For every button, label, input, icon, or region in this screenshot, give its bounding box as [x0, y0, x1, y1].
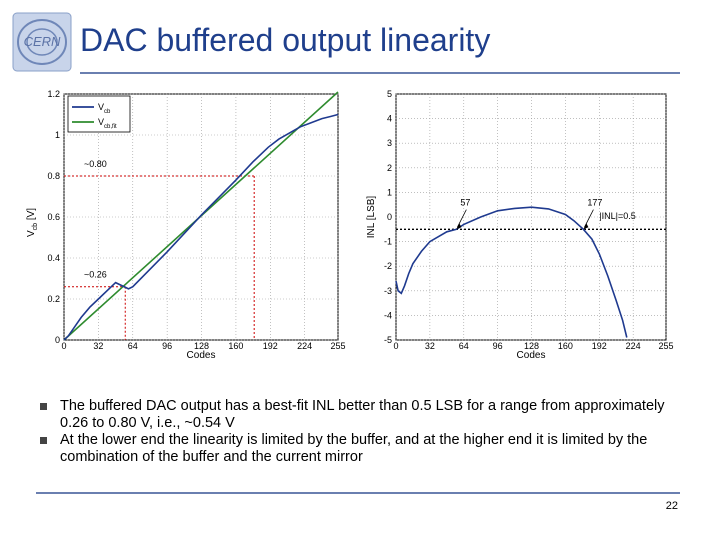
y-tick-label: -5 [384, 335, 392, 345]
y-tick-label: 0.4 [47, 253, 60, 263]
x-tick-label: 224 [297, 341, 312, 351]
annotation-label: 177 [587, 198, 602, 208]
x-tick-label: 64 [459, 341, 469, 351]
bullet-item: The buffered DAC output has a best-fit I… [40, 398, 680, 432]
annotation-label: 57 [460, 198, 470, 208]
x-tick-label: 32 [425, 341, 435, 351]
y-tick-label: 0.8 [47, 171, 60, 181]
legend-box [67, 95, 131, 133]
x-axis-label: Codes [517, 350, 546, 361]
x-tick-label: 64 [128, 341, 138, 351]
x-tick-label: 160 [228, 341, 243, 351]
x-tick-label: 255 [330, 341, 345, 351]
y-axis-label: INL [LSB] [366, 196, 377, 239]
x-tick-label: 160 [558, 341, 573, 351]
series-line-vcb [63, 113, 339, 341]
x-tick-label: 96 [162, 341, 172, 351]
y-tick-label: 0 [55, 335, 60, 345]
y-tick-label: 5 [387, 89, 392, 99]
x-tick-label: 32 [93, 341, 103, 351]
legend-label: Vcb [98, 102, 111, 115]
y-tick-label: 2 [387, 163, 392, 173]
bullet-text: The buffered DAC output has a best-fit I… [60, 398, 665, 431]
legend-label: Vcb,fit [98, 117, 117, 130]
page-number: 22 [665, 500, 678, 512]
series-line-inl [395, 206, 628, 338]
x-tick-label: 255 [658, 341, 673, 351]
x-tick-label: 224 [626, 341, 641, 351]
y-tick-label: 1.2 [47, 89, 60, 99]
x-tick-label: 96 [493, 341, 503, 351]
cern-logo: CERN [12, 12, 72, 72]
x-axis-label: Codes [187, 350, 216, 361]
x-tick-label: 0 [393, 341, 398, 351]
bullet-text: At the lower end the linearity is limite… [60, 432, 648, 465]
y-tick-label: 3 [387, 138, 392, 148]
y-tick-label: -4 [384, 310, 392, 320]
y-tick-label: -3 [384, 286, 392, 296]
charts-area: 0 32 64 96 128 160 192 224 255 0 0.2 0.4 0.6 0.8 1 1.2 C… [18, 84, 698, 370]
y-tick-label: 0.6 [47, 212, 60, 222]
marker-label: ~0.80 [84, 159, 107, 169]
logo-text: CERN [24, 34, 61, 49]
bullet-list: The buffered DAC output has a best-fit I… [40, 398, 680, 466]
footer-divider [36, 492, 680, 494]
y-tick-label: 1 [387, 187, 392, 197]
y-tick-label: 0 [387, 212, 392, 222]
x-tick-label: 192 [263, 341, 278, 351]
annotation-arrowhead [456, 223, 462, 230]
bullet-item: At the lower end the linearity is limite… [40, 432, 680, 466]
x-tick-label: 0 [61, 341, 66, 351]
x-tick-label: 192 [592, 341, 607, 351]
y-tick-label: -2 [384, 261, 392, 271]
y-tick-label: 4 [387, 114, 392, 124]
x-tick-label: 128 [194, 341, 209, 351]
y-tick-label: -1 [384, 237, 392, 247]
title-divider [80, 72, 680, 74]
threshold-label: |INL|=0.5 [599, 211, 635, 221]
y-tick-label: 0.2 [47, 294, 60, 304]
y-tick-label: 1 [55, 130, 60, 140]
slide-title: DAC buffered output linearity [80, 22, 491, 58]
annotation-arrowhead [583, 223, 589, 230]
y-axis-label: Vcb [V] [26, 208, 39, 237]
bullet-marker [40, 437, 47, 444]
marker-label: ~0.26 [84, 270, 107, 280]
charts-svg: 0 32 64 96 128 160 192 224 25500.20.40.60.811.2C… [26, 89, 674, 361]
x-tick-label: 128 [524, 341, 539, 351]
bullet-marker [40, 403, 47, 410]
